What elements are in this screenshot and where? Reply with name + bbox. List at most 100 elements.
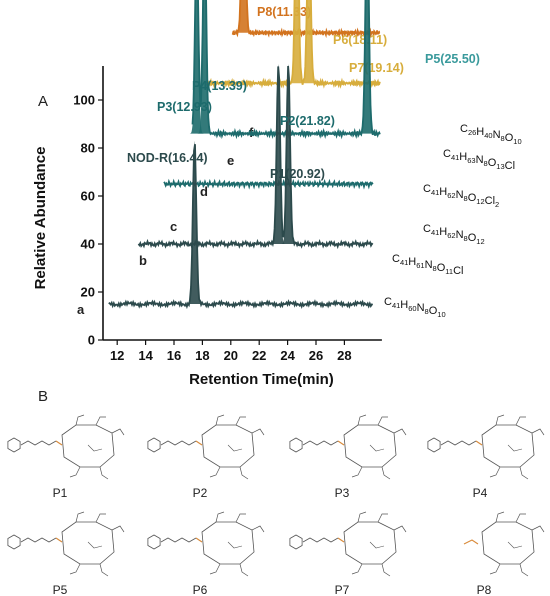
inner-chain	[227, 541, 243, 549]
structure-label: P1	[53, 486, 68, 500]
macrocycle-ring	[343, 521, 397, 565]
substituent-top	[495, 511, 505, 523]
substituent-top-right	[515, 416, 526, 426]
x-tick-label: 20	[224, 348, 238, 363]
y-tick-label: 60	[81, 189, 95, 204]
macrocycle-ring	[61, 424, 115, 468]
phenyl-ring	[289, 437, 303, 453]
panel-b-label: B	[38, 388, 48, 405]
x-tick-label: 16	[167, 348, 181, 363]
substituent-bottom	[519, 563, 529, 577]
substituent-bottom	[519, 466, 529, 480]
structure-P6: P6	[147, 511, 265, 596]
macrocycle-ring	[61, 521, 115, 565]
peak-label: P2(21.82)	[280, 114, 335, 128]
side-chain	[160, 537, 197, 543]
inner-chain	[369, 541, 385, 549]
structures-panel: P1 P2 P3 P4 P5 P6 P7 P8	[7, 414, 545, 596]
structure-P8: P8	[463, 511, 545, 596]
substituent-right	[393, 428, 407, 436]
y-tick-label: 100	[73, 93, 95, 108]
x-tick-label: 18	[195, 348, 209, 363]
trace-e-line	[206, 0, 381, 89]
trace-a-letter: a	[77, 302, 85, 317]
inner-chain	[369, 444, 385, 452]
trace-a-peak-1	[187, 140, 202, 304]
substituent-right	[531, 428, 545, 436]
phenyl-ring	[147, 534, 161, 550]
trace-a-line	[108, 144, 374, 310]
modified-bond	[195, 537, 203, 543]
x-tick-label: 28	[337, 348, 351, 363]
trace-d-formula: C41H62N8O12Cl2	[423, 183, 499, 209]
substituent-bottom	[381, 466, 391, 480]
modified-bond	[55, 440, 63, 446]
side-chain	[302, 537, 339, 543]
modified-bond	[337, 440, 345, 446]
side-chain	[440, 440, 477, 446]
structure-label: P6	[193, 583, 208, 596]
substituent-bottom-left	[489, 563, 501, 575]
macrocycle-ring	[343, 424, 397, 468]
macrocycle-ring	[201, 424, 255, 468]
substituent-bottom-left	[209, 466, 221, 478]
peak-label: P8(11.33)	[257, 5, 311, 19]
x-axis-title: Retention Time(min)	[189, 371, 334, 388]
y-tick-label: 80	[81, 141, 95, 156]
peak-label: P7(19.14)	[349, 61, 404, 75]
phenyl-ring	[7, 437, 21, 453]
structure-P1: P1	[7, 414, 125, 500]
substituent-top-right	[95, 416, 106, 426]
substituent-bottom	[239, 466, 249, 480]
substituent-right	[251, 525, 265, 533]
structure-label: P5	[53, 583, 68, 596]
trace-b-line	[137, 65, 374, 250]
structure-P2: P2	[147, 414, 265, 500]
structure-label: P3	[335, 486, 350, 500]
trace-b-peak-2	[281, 64, 296, 244]
phenyl-ring	[289, 534, 303, 550]
substituent-bottom-left	[351, 466, 363, 478]
trace-c-formula: C41H62N8O12	[423, 223, 485, 246]
side-chain	[20, 537, 57, 543]
peak-label: P5(25.50)	[425, 52, 480, 66]
peak-label: P4(13.39)	[192, 79, 247, 93]
modified-bond	[337, 537, 345, 543]
inner-chain	[507, 444, 523, 452]
peak-label: NOD-R(16.44)	[127, 151, 208, 165]
inner-chain	[227, 444, 243, 452]
substituent-top	[75, 511, 85, 523]
substituent-top	[215, 414, 225, 426]
substituent-right	[111, 525, 125, 533]
trace-b-peak-1	[271, 64, 286, 244]
structure-label: P7	[335, 583, 350, 596]
peak-label: P6(18.11)	[333, 33, 387, 47]
structure-P7: P7	[289, 511, 407, 596]
inner-chain	[507, 541, 523, 549]
modified-bond	[475, 440, 483, 446]
trace-e-letter: e	[227, 153, 234, 168]
y-tick-label: 40	[81, 237, 95, 252]
x-tick-label: 22	[252, 348, 266, 363]
substituent-top-right	[235, 416, 246, 426]
trace-d-letter: d	[200, 184, 208, 199]
x-tick-label: 26	[309, 348, 323, 363]
substituent-right	[393, 525, 407, 533]
inner-chain	[87, 444, 103, 452]
substituent-right	[531, 525, 545, 533]
substituent-bottom	[99, 563, 109, 577]
y-axis-title: Relative Abundance	[32, 147, 49, 290]
trace-a-formula: C41H60N8O10	[384, 296, 446, 319]
panel-a-label: A	[38, 93, 48, 110]
substituent-bottom-left	[489, 466, 501, 478]
structure-P5: P5	[7, 511, 125, 596]
substituent-bottom	[99, 466, 109, 480]
substituent-bottom-left	[351, 563, 363, 575]
chromatogram-chart: 0 20 40 60 80 100 12 14 16 18 20 22 24 26 28Retention …	[32, 0, 522, 388]
peak-label: P3(12.93)	[157, 100, 212, 114]
side-chain	[20, 440, 57, 446]
substituent-right	[251, 428, 265, 436]
y-tick-label: 20	[81, 285, 95, 300]
trace-c-line	[163, 178, 374, 190]
